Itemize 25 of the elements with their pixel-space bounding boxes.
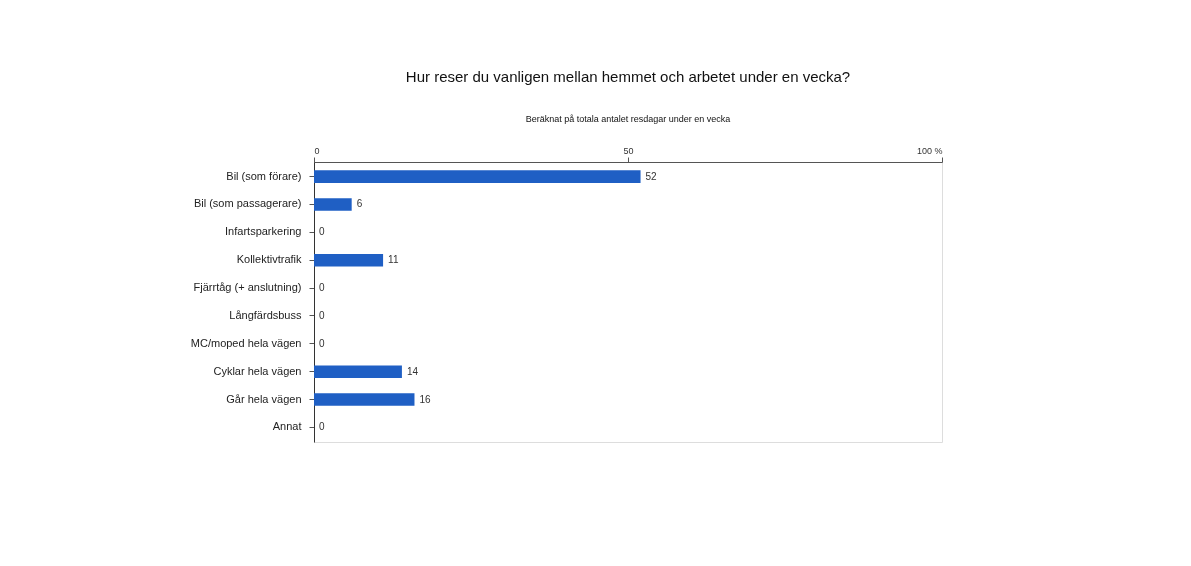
data-label: 16: [419, 393, 432, 405]
data-label: 0: [319, 421, 325, 433]
chart-title: Hur reser du vanligen mellan hemmet och arbetet under en vecka?: [405, 68, 851, 85]
chart-subtitle: Beräknat på totala antalet resdagar under en vecka: [525, 114, 731, 124]
x-tick-label: 0: [314, 145, 320, 156]
y-tick-label: Annat: [272, 420, 302, 433]
data-label: 0: [319, 337, 325, 349]
data-label: 6: [356, 198, 363, 210]
data-label: 11: [388, 254, 399, 266]
x-tick-label: 50: [623, 145, 634, 156]
y-tick-label: Går hela vägen: [226, 392, 302, 405]
data-label: 52: [645, 170, 658, 182]
y-tick-label: Långfärdsbuss: [229, 308, 302, 321]
x-tick-label: 100 %: [916, 145, 943, 156]
data-label: 0: [319, 282, 325, 294]
data-label: 0: [319, 309, 325, 321]
data-label: 14: [406, 365, 419, 377]
y-tick-label: Infartsparkering: [225, 225, 302, 238]
y-tick-label: Bil (som förare): [226, 169, 302, 182]
y-tick-label: Fjärrtåg (+ anslutning): [193, 281, 302, 294]
y-tick-label: MC/moped hela vägen: [190, 336, 302, 349]
y-tick-label: Cyklar hela vägen: [213, 364, 302, 377]
y-tick-label: Kollektivtrafik: [236, 253, 302, 266]
y-tick-label: Bil (som passagerare): [193, 197, 302, 210]
data-label: 0: [319, 226, 325, 238]
